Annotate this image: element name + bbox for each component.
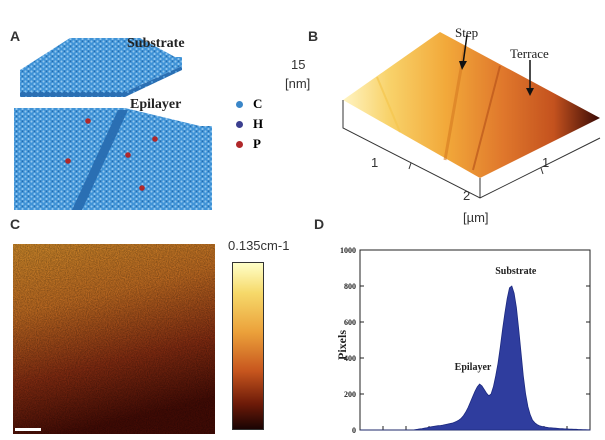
step-label: Step [455, 25, 479, 40]
axis-unit-label: [µm] [463, 210, 489, 225]
afm-surface [343, 32, 600, 178]
colorbar-max-label: 0.135cm-1 [228, 238, 290, 253]
legend-label-p: P [253, 136, 261, 151]
terrace-arrow-head-icon [526, 88, 534, 96]
phosphorus-dot-icon [236, 140, 243, 148]
panel-a-letter: A [10, 28, 21, 44]
hydrogen-dot-icon [236, 120, 243, 128]
substrate-label: Substrate [127, 36, 185, 51]
panel-c-letter: C [10, 216, 21, 232]
afm-step-edge [472, 65, 501, 171]
y-tick-label: 800 [344, 282, 356, 291]
panel-d-letter: D [314, 216, 325, 232]
carbon-dot-icon [236, 100, 243, 108]
panel-c-absorption-map [13, 244, 215, 434]
z-scale-value: 15 [291, 57, 306, 72]
y-tick-label: 200 [344, 390, 356, 399]
terrace-label: Terrace [510, 46, 549, 61]
phosphorus-atom [125, 152, 131, 158]
step-arrow-head-icon [459, 61, 467, 70]
phosphorus-atom [65, 158, 71, 164]
panel-a-diagram [14, 38, 212, 210]
legend-item-phosphorus: P [236, 134, 296, 154]
legend-label-h: H [253, 116, 264, 131]
substrate-peak-label: Substrate [495, 266, 537, 277]
x-tick-mark [408, 162, 412, 170]
legend-label-c: C [253, 96, 263, 111]
y-tick-label: 600 [344, 318, 356, 327]
phosphorus-atom [152, 136, 158, 142]
z-scale-unit: [nm] [285, 76, 311, 91]
panel-b-afm-surface [342, 32, 601, 199]
phosphorus-atom [85, 118, 91, 124]
step-arrow [462, 34, 468, 65]
substrate-slab [20, 38, 182, 97]
phosphorus-atom [139, 185, 145, 191]
afm-box-frame [342, 100, 601, 199]
atom-legend: C H P [236, 94, 296, 154]
y-tick-mark [540, 167, 544, 175]
x-tick-label-1: 1 [371, 155, 379, 170]
y-tick-label: 1000 [340, 246, 356, 255]
x-tick-label-2: 2 [463, 188, 471, 203]
epilayer-peak-label: Epilayer [455, 362, 492, 373]
legend-item-carbon: C [236, 94, 296, 114]
histogram-y-axis-label: Pixels [335, 330, 349, 360]
legend-item-hydrogen: H [236, 114, 296, 134]
epilayer-label: Epilayer [130, 97, 182, 112]
panel-d-histogram: 0 200 400 600 800 1000 Epilayer Substrate Pix… [335, 246, 591, 435]
histogram-area [360, 285, 591, 431]
epilayer-slab [14, 108, 212, 210]
y-tick-label: 400 [344, 354, 356, 363]
colorbar [232, 262, 264, 430]
panel-b-letter: B [308, 28, 319, 44]
y-tick-label-1: 1 [542, 155, 550, 170]
afm-step-edge [376, 76, 401, 133]
y-tick-label: 0 [352, 426, 356, 435]
scale-bar [15, 428, 41, 431]
